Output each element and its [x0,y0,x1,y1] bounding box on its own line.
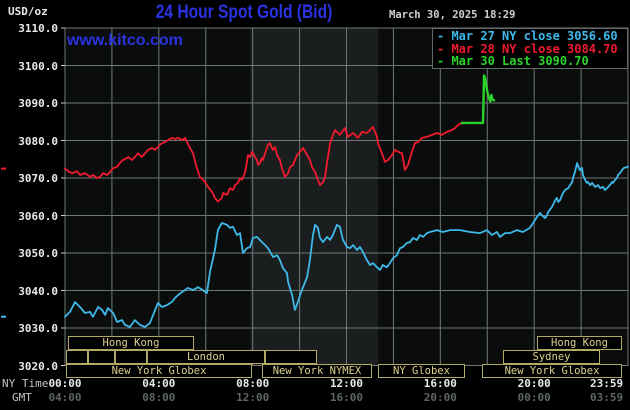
y-axis-unit-label: USD/oz [8,5,48,18]
x-axis-label-ny: 12:00 [329,377,364,390]
y-axis-label: 3090.0 [18,97,58,110]
session-blank-2 [88,350,115,364]
chart-title: 24 Hour Spot Gold (Bid) [155,2,333,23]
session-london: London [147,350,265,364]
x-axis-label-gmt: 20:00 [423,391,457,404]
x-axis-label-gmt: 08:00 [142,391,176,404]
session-hong-kong-2: Hong Kong [537,336,622,350]
session-sydney: Sydney [503,350,600,364]
session-blank-3 [115,350,147,364]
session-blank-1 [66,350,88,364]
y-axis-label: 3060.0 [18,209,58,223]
legend-item-1: - Mar 28 NY close 3084.70 [437,41,618,56]
y-axis-label: 3080.0 [18,134,58,148]
x-axis-label-gmt: 04:00 [48,391,82,404]
legend-item-0: - Mar 27 NY close 3056.60 [437,29,618,43]
session-hong-kong-1: Hong Kong [68,336,194,350]
x-axis-label-ny: 04:00 [142,377,176,390]
y-axis-label: 3030.0 [18,322,58,335]
x-axis-label-gmt: 03:59 [590,391,624,404]
session-ny-globex-3: New York Globex [482,364,622,378]
y-axis-label: 3050.0 [18,247,58,260]
y-axis-label: 3070.0 [18,172,58,185]
x-axis-label-ny: 08:00 [236,377,270,390]
x-axis-label-gmt: 16:00 [329,391,364,404]
x-axis-label-ny: 00:00 [48,377,82,390]
chart-legend: - Mar 27 NY close 3056.60- Mar 28 NY clo… [432,28,628,69]
series-mar28-line [64,122,463,203]
ny-time-row-label: NY Time [2,377,49,390]
nymex-session-band [250,28,379,366]
x-axis-label-gmt: 12:00 [236,391,270,404]
legend-item-2: - Mar 30 Last 3090.70 [437,54,589,68]
chart-datetime: March 30, 2025 18:29 [389,9,516,21]
y-axis-label: 3040.0 [18,284,58,298]
x-axis-label-ny: 20:00 [517,377,551,390]
kitco-watermark-link[interactable]: www.kitco.com [67,32,183,49]
session-blank-4 [265,350,317,364]
y-axis-label: 3100.0 [18,59,58,73]
x-axis-label-ny: 16:00 [423,377,457,390]
series-mar30-line [460,74,496,125]
series-mar27-line [64,162,629,328]
session-ny-nymex: New York NYMEX [262,364,372,378]
session-ny-globex-1: New York Globex [66,364,252,378]
y-axis-label: 3020.0 [18,359,58,373]
session-ny-globex-2: NY Globex [378,364,465,378]
x-axis-label-ny: 23:59 [590,377,624,390]
x-axis-label-gmt: 00:00 [517,391,551,404]
gmt-row-label: GMT [12,391,32,404]
y-axis-label: 3110.0 [18,22,58,35]
